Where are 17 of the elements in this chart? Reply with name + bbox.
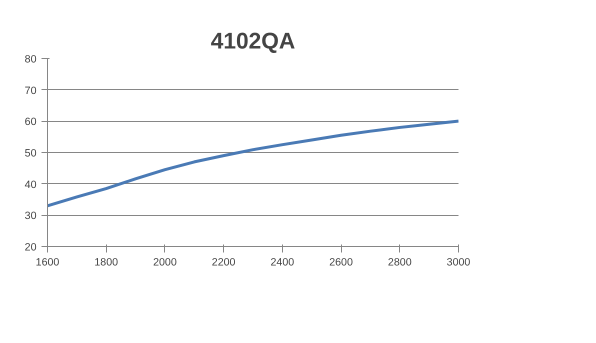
y-tick-label: 50 [24, 148, 37, 160]
x-tick-label: 3000 [446, 256, 470, 268]
y-tick-label: 30 [24, 210, 37, 222]
x-tick-label: 2400 [270, 256, 294, 268]
y-tick-label: 40 [24, 178, 37, 191]
y-tick-label: 70 [24, 84, 37, 97]
x-tick-label: 1800 [94, 256, 118, 268]
x-tick-label: 2200 [212, 256, 236, 268]
x-tick-label: 2600 [329, 256, 353, 268]
y-tick-label: 20 [24, 242, 37, 254]
line-series [48, 120, 458, 208]
y-tick-label: 80 [24, 54, 37, 66]
y-tick-label: 60 [24, 116, 37, 128]
x-tick-label: 2800 [388, 256, 412, 268]
x-tick-label: 1600 [36, 256, 60, 268]
x-tick-label: 2000 [153, 256, 177, 268]
chart-title: 4102QA [210, 28, 296, 54]
